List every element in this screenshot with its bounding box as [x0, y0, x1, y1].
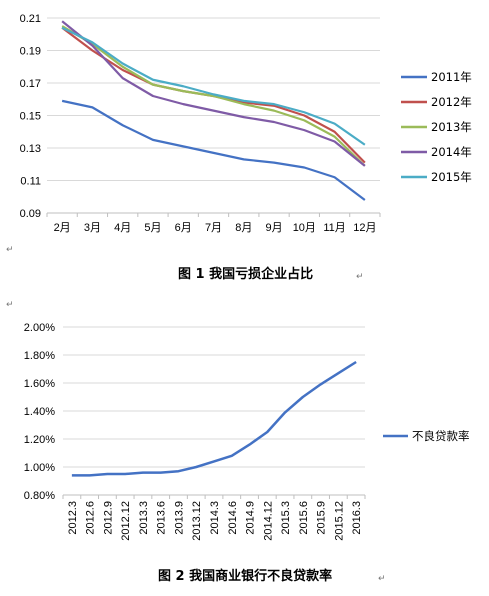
chart1-y-ticks: 0.21 0.19 0.17 0.15 0.13 0.11 0.09 — [20, 13, 41, 220]
chart1-series-lines — [61, 20, 366, 201]
chart1-y-tick-label: 0.15 — [20, 111, 41, 123]
chart2-x-tick-label: 2015.3 — [280, 501, 292, 535]
chart2-x-tick-label: 2013.3 — [138, 501, 150, 535]
chart1-legend: 2011年 2012年 2013年 2014年 2015年 — [401, 70, 472, 184]
chart1-x-tick-label: 7月 — [205, 222, 222, 234]
chart1-legend-label: 2014年 — [431, 145, 472, 159]
chart1-y-tick-label: 0.19 — [20, 46, 41, 58]
chart2-x-tick-label: 2012.12 — [120, 501, 132, 541]
chart2-series-lines — [71, 360, 357, 477]
chart2-y-tick-label: 0.80% — [24, 490, 55, 502]
chart1-series-line-2013年 — [61, 25, 366, 167]
chart2-y-ticks: 2.00% 1.80% 1.60% 1.40% 1.20% 1.00% 0.80% — [24, 322, 55, 502]
chart2-y-tick-label: 1.80% — [24, 350, 55, 362]
chart1-series-line-2011年 — [61, 99, 366, 201]
chart2-x-tick-label: 2015.12 — [333, 501, 345, 541]
chart1-series-line-2014年 — [61, 20, 366, 167]
chart1-x-ticks: 2月 3月 4月 5月 6月 7月 8月 9月 10月 11月 12月 — [46, 213, 381, 234]
chart1-y-tick-label: 0.11 — [20, 176, 41, 188]
chart2-x-ticks: 2012.3 2012.6 2012.9 2012.12 2013.3 2013.6 201… — [62, 495, 366, 541]
left-margin-mark-2: ↵ — [6, 300, 14, 310]
chart1-legend-label: 2015年 — [431, 170, 472, 184]
chart1-y-tick-label: 0.17 — [20, 78, 41, 90]
chart2-x-tick-label: 2013.6 — [156, 501, 168, 535]
chart1-x-tick-label: 9月 — [265, 222, 282, 234]
chart1-x-tick-label: 10月 — [293, 222, 316, 234]
chart2-x-tick-label: 2015.9 — [316, 501, 328, 535]
chart1-caption: 图 1 我国亏损企业占比 — [178, 266, 313, 282]
chart2-x-tick-label: 2016.3 — [351, 501, 363, 535]
chart2-series-line — [71, 360, 357, 477]
chart2-x-tick-label: 2013.9 — [173, 501, 185, 535]
chart2-x-tick-label: 2014.3 — [209, 501, 221, 535]
chart2-x-tick-label: 2012.6 — [85, 501, 97, 535]
chart2-y-tick-label: 1.40% — [24, 406, 55, 418]
chart1-legend-label: 2011年 — [431, 70, 472, 84]
chart1-y-tick-label: 0.21 — [20, 13, 41, 25]
left-margin-mark: ↵ — [6, 245, 14, 255]
chart1-x-tick-label: 2月 — [54, 222, 71, 234]
chart2-caption: 图 2 我国商业银行不良贷款率 — [158, 568, 332, 584]
chart2-gridlines — [63, 326, 365, 496]
chart1-x-tick-label: 12月 — [353, 222, 376, 234]
chart2-y-tick-label: 1.60% — [24, 378, 55, 390]
chart2-x-tick-label: 2015.6 — [298, 501, 310, 535]
chart2-x-tick-label: 2014.12 — [262, 501, 274, 541]
chart2-x-tick-label: 2012.9 — [102, 501, 114, 535]
chart2-x-tick-label: 2012.3 — [67, 501, 79, 535]
chart1-y-tick-label: 0.09 — [20, 208, 41, 220]
chart1-x-tick-label: 8月 — [235, 222, 252, 234]
chart2-y-tick-label: 1.20% — [24, 434, 55, 446]
chart2-x-tick-label: 2014.9 — [245, 501, 257, 535]
chart1-x-tick-label: 3月 — [84, 222, 101, 234]
chart2-caption-return-mark: ↵ — [378, 574, 386, 584]
chart2-y-tick-label: 1.00% — [24, 462, 55, 474]
chart1-legend-label: 2012年 — [431, 95, 472, 109]
chart2-legend-label: 不良贷款率 — [412, 429, 470, 443]
chart1-x-tick-label: 4月 — [114, 222, 131, 234]
chart2-x-tick-label: 2014.6 — [227, 501, 239, 535]
chart2-legend: 不良贷款率 — [383, 429, 470, 443]
chart1-series-line-2015年 — [61, 26, 366, 146]
chart1-caption-return-mark: ↵ — [356, 272, 364, 282]
chart1-x-tick-label: 5月 — [144, 222, 161, 234]
chart1-x-tick-label: 6月 — [175, 222, 192, 234]
chart1-y-tick-label: 0.13 — [20, 143, 41, 155]
chart2-y-tick-label: 2.00% — [24, 322, 55, 334]
chart1-legend-label: 2013年 — [431, 120, 472, 134]
chart1-x-tick-label: 11月 — [323, 222, 345, 234]
chart2-x-tick-label: 2013.12 — [191, 501, 203, 541]
